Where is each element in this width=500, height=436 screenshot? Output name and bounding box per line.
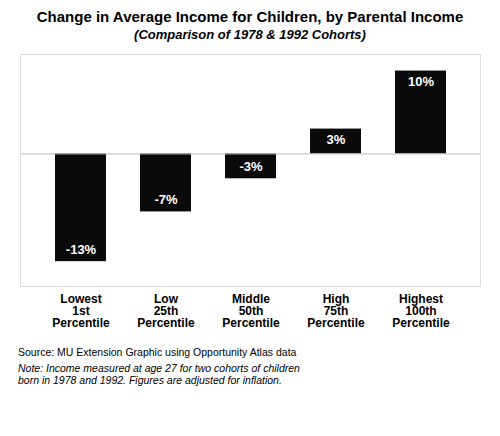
html-text:Note: Income measured at age 2: Note: Income measured at age 27 for two … <box>18 362 300 386</box>
svg-text:-3%: -3% <box>239 159 263 174</box>
html-text:Source: MU Extension Graphic u: Source: MU Extension Graphic using Oppor… <box>18 346 297 358</box>
svg-text:Highest100thPercentile: Highest100thPercentile <box>392 292 450 330</box>
svg-text:Middle50thPercentile: Middle50thPercentile <box>222 292 280 330</box>
svg-text:Lowest1stPercentile: Lowest1stPercentile <box>52 292 110 330</box>
svg-text:High75thPercentile: High75thPercentile <box>307 292 365 330</box>
svg-text:-13%: -13% <box>66 242 97 257</box>
html-text:Change in Average Income for C: Change in Average Income for Children, b… <box>36 8 464 25</box>
svg-text:3%: 3% <box>327 132 346 147</box>
svg-text:10%: 10% <box>408 74 434 89</box>
html-text:(Comparison of 1978 & 1992 Coh: (Comparison of 1978 & 1992 Cohorts) <box>134 27 366 42</box>
svg-text:-7%: -7% <box>154 192 178 207</box>
svg-text:Low25thPercentile: Low25thPercentile <box>137 292 195 330</box>
